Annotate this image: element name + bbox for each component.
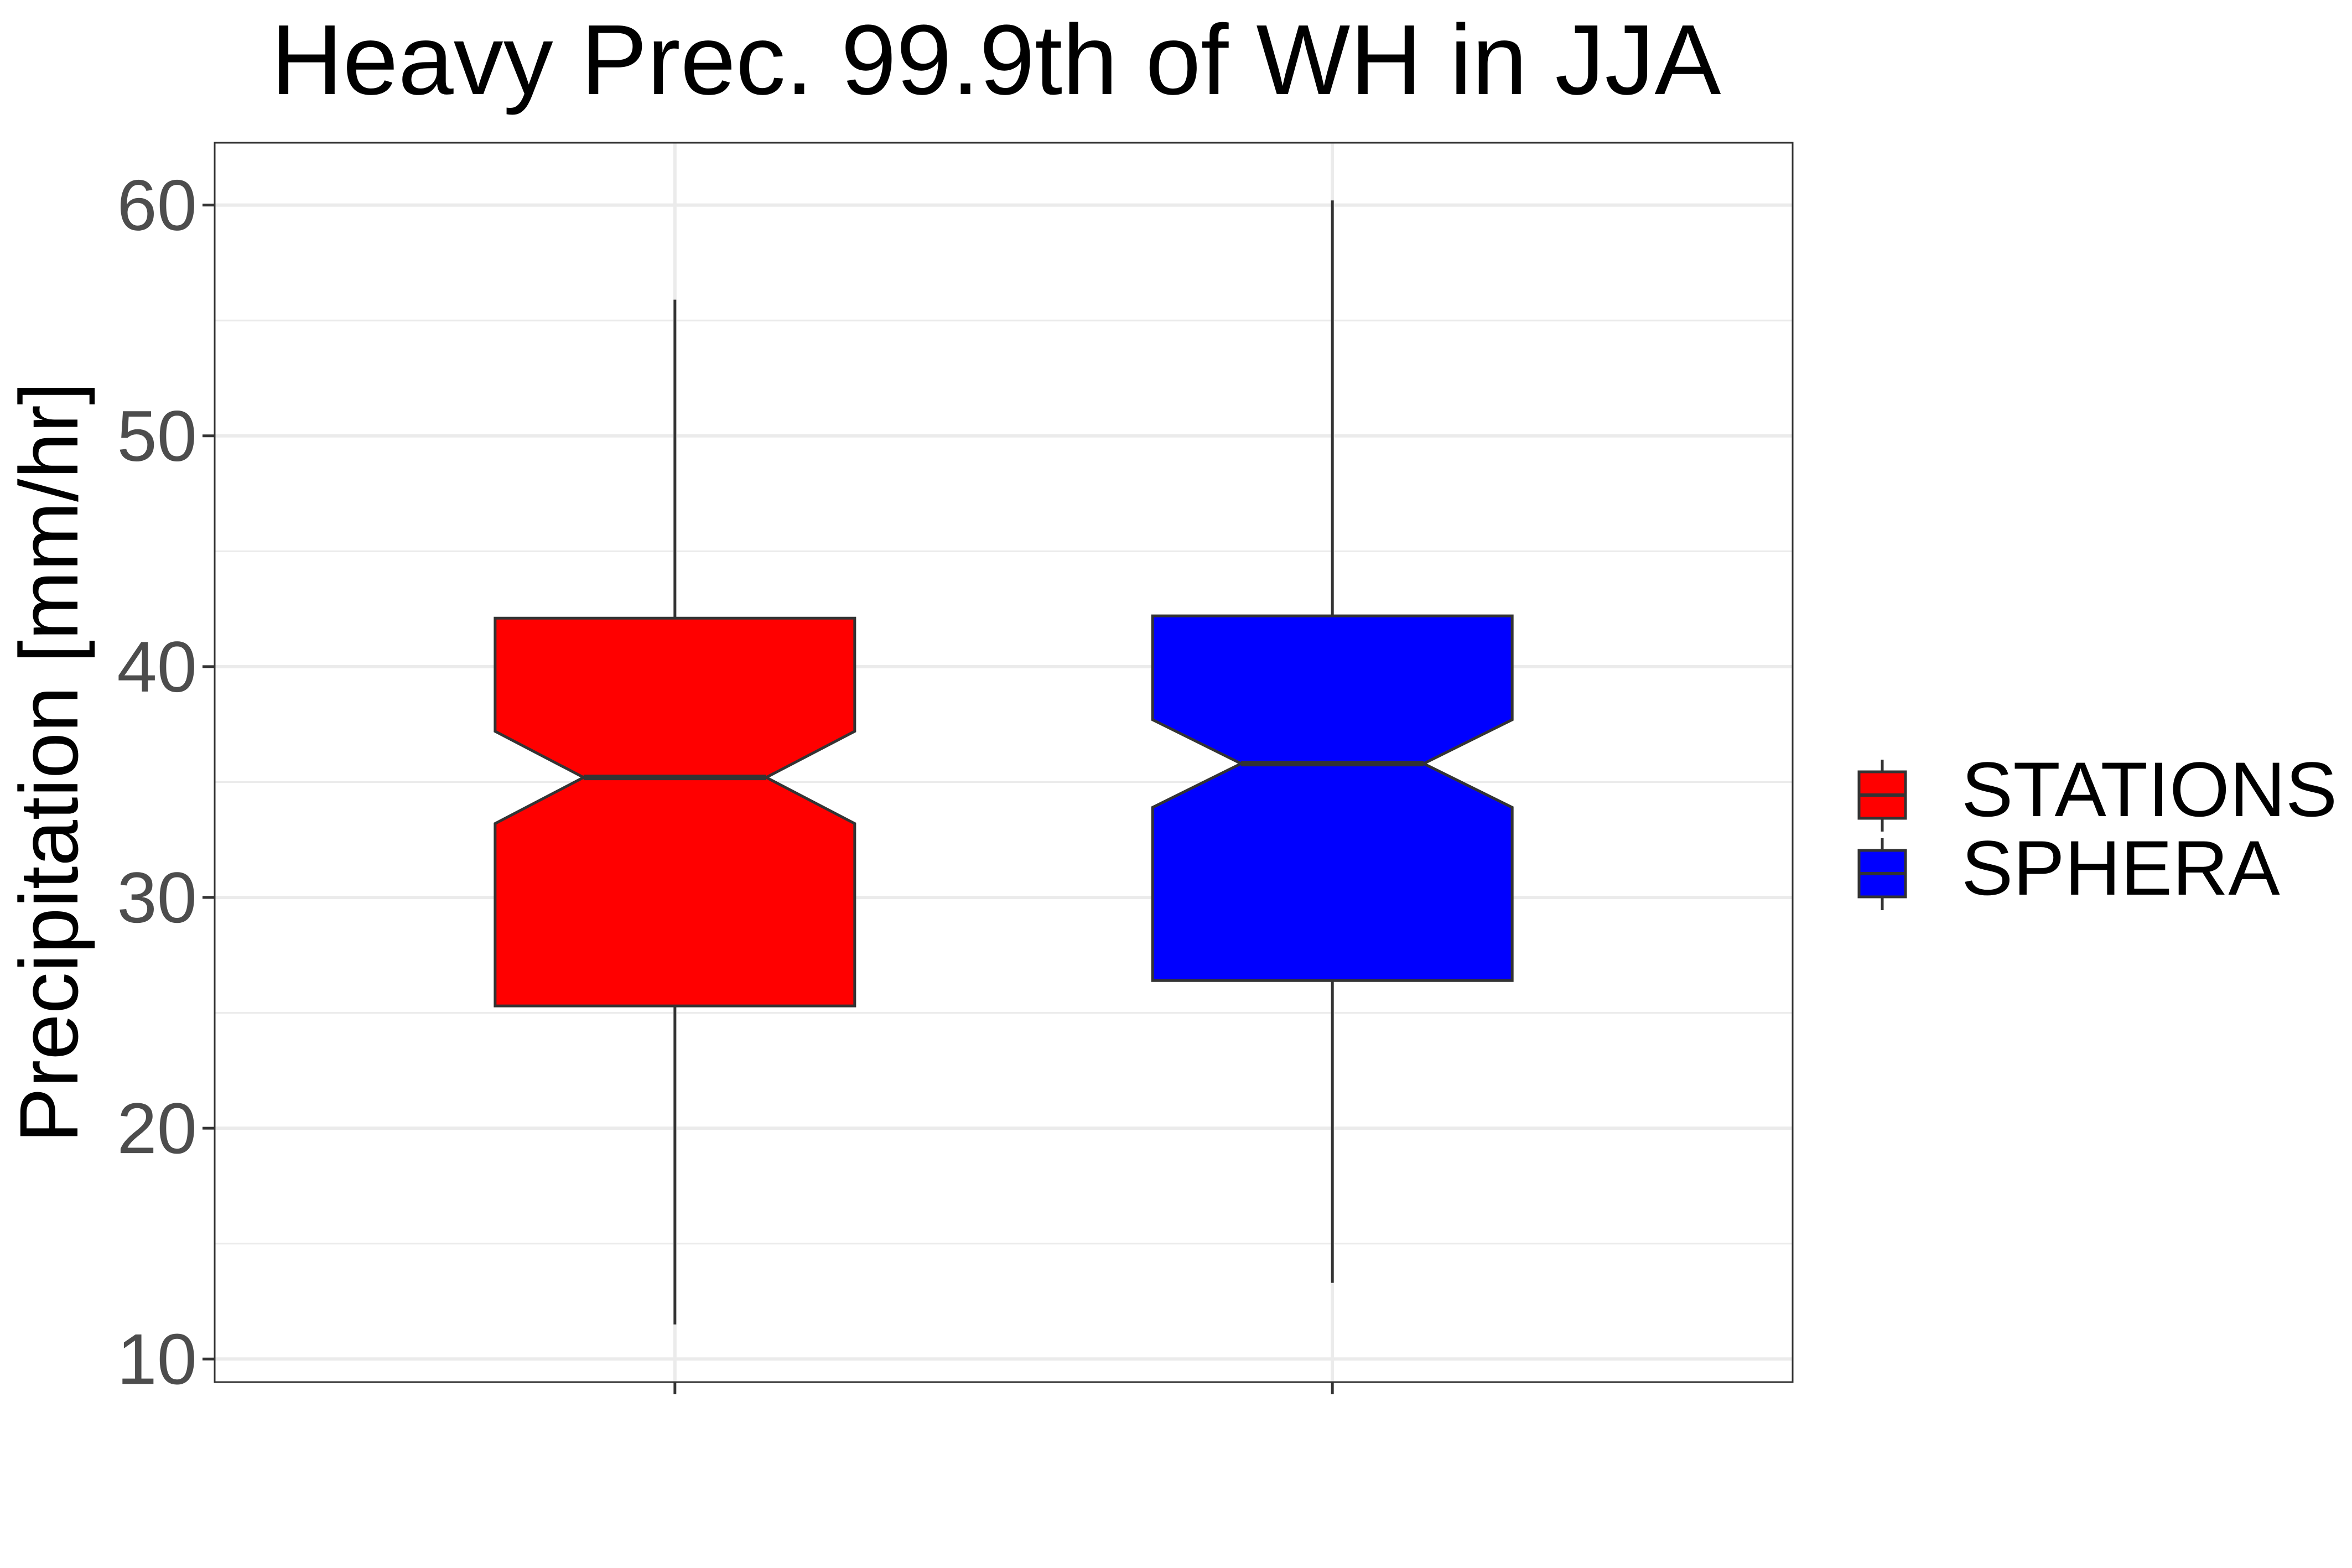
legend-label: SPHERA xyxy=(1961,824,2280,911)
panel-background xyxy=(215,143,1793,1382)
plot-panel xyxy=(214,142,1794,1383)
box-sphera xyxy=(1151,200,1514,1283)
legend-label: STATIONS xyxy=(1961,746,2337,833)
box-stations xyxy=(494,299,856,1325)
boxes xyxy=(494,200,1514,1325)
x-axis xyxy=(673,1382,1334,1394)
y-tick-label: 30 xyxy=(117,857,197,938)
y-axis: 10 20 30 40 50 60 xyxy=(117,165,215,1399)
y-tick-label: 50 xyxy=(117,396,197,476)
panel-border xyxy=(214,142,1794,1383)
legend-item-sphera: SPHERA xyxy=(1857,824,2280,911)
chart-title: Heavy Prec. 99.9th of WH in JJA xyxy=(271,4,1721,116)
y-tick-label: 40 xyxy=(117,626,197,707)
y-axis-label: Precipitation [mm/hr] xyxy=(2,382,95,1143)
y-tick-label: 10 xyxy=(117,1318,197,1399)
legend-item-stations: STATIONS xyxy=(1857,746,2337,833)
y-tick-label: 20 xyxy=(117,1088,197,1169)
y-tick-label: 60 xyxy=(117,165,197,246)
grid-lines xyxy=(215,143,1793,1382)
box-body xyxy=(1151,614,1514,982)
box-body xyxy=(494,616,856,1008)
